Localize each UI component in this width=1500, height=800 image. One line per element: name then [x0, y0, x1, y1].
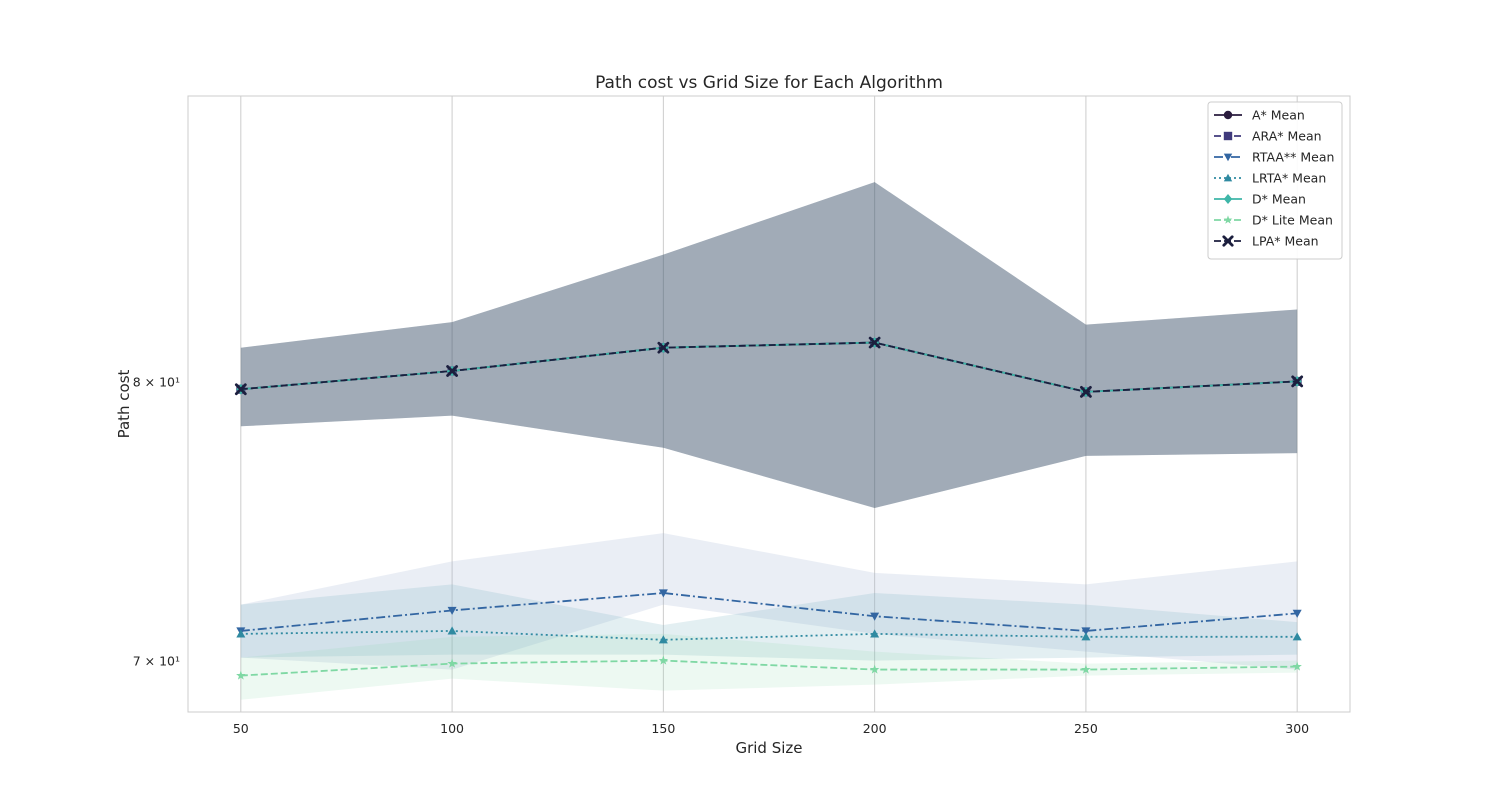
- data-point: [870, 612, 880, 621]
- series-rtaa-mean: [236, 589, 1302, 636]
- data-point: [1292, 609, 1302, 618]
- series-line: [240, 630, 1298, 641]
- confidence-band: [240, 533, 1298, 670]
- series-line: [240, 341, 1298, 393]
- marker-stroke: [234, 383, 247, 396]
- series-line: [240, 592, 1298, 632]
- data-point: [236, 629, 246, 638]
- data-point: [1222, 235, 1234, 247]
- data-point: [1223, 110, 1233, 120]
- data-point: [657, 341, 670, 354]
- series-line: [240, 659, 1298, 677]
- y-tick-label: 7 × 10¹: [133, 654, 180, 669]
- legend: A* Mean ARA* Mean RTAA** Mean LRTA* Mean D* …: [1207, 101, 1343, 260]
- legend-label: D* Mean: [1252, 192, 1306, 207]
- series-lines: [234, 336, 1304, 680]
- x-tick-label: 300: [1285, 721, 1309, 736]
- legend-label: LPA* Mean: [1252, 234, 1319, 249]
- x-tick-label: 200: [863, 721, 887, 736]
- data-point: [1223, 173, 1233, 182]
- legend-item: A* Mean: [1214, 108, 1305, 123]
- data-point: [868, 336, 881, 349]
- legend-item: RTAA** Mean: [1214, 150, 1334, 165]
- data-point: [658, 589, 668, 598]
- data-point: [447, 658, 457, 668]
- x-tick-label: 50: [233, 721, 249, 736]
- marker-stroke: [1080, 385, 1092, 398]
- marker-stroke: [657, 341, 670, 354]
- data-point: [1291, 375, 1304, 388]
- data-point: [1223, 215, 1233, 224]
- legend-item: D* Lite Mean: [1214, 213, 1333, 228]
- data-point: [447, 606, 457, 615]
- x-tick-label: 100: [440, 721, 464, 736]
- legend-label: LRTA* Mean: [1252, 171, 1326, 186]
- plot-frame: [187, 95, 1351, 713]
- marker-stroke: [1291, 375, 1304, 388]
- data-point: [1081, 632, 1091, 641]
- data-point: [234, 383, 247, 396]
- marker-stroke: [1222, 235, 1234, 247]
- data-point: [1223, 131, 1233, 141]
- marker-stroke: [868, 336, 881, 349]
- data-point: [870, 629, 880, 638]
- confidence-band: [240, 584, 1298, 661]
- data-point: [1223, 153, 1233, 162]
- confidence-band: [240, 633, 1298, 700]
- series-d-lite-mean: [236, 655, 1302, 680]
- legend-label: RTAA** Mean: [1252, 150, 1334, 165]
- data-point: [1292, 632, 1302, 641]
- legend-label: A* Mean: [1252, 108, 1305, 123]
- series-lpa-mean: [234, 336, 1304, 398]
- legend-item: LRTA* Mean: [1214, 171, 1326, 186]
- data-point: [869, 664, 880, 674]
- tick-labels: 50 100 150 200 250 300 7 × 10¹ 8 × 10¹: [133, 374, 1309, 736]
- legend-box: [1207, 101, 1343, 260]
- series-lrta-mean: [236, 626, 1302, 644]
- legend-item: LPA* Mean: [1214, 234, 1319, 249]
- data-point: [658, 635, 668, 644]
- data-point: [1080, 385, 1092, 398]
- x-tick-label: 250: [1074, 721, 1098, 736]
- x-tick-label: 150: [651, 721, 675, 736]
- y-axis-label: Path cost: [115, 369, 133, 438]
- chart-title: Path cost vs Grid Size for Each Algorith…: [595, 73, 943, 93]
- data-point: [446, 365, 458, 377]
- plot-area: [188, 96, 1350, 712]
- legend-label: ARA* Mean: [1252, 129, 1322, 144]
- data-point: [1081, 627, 1091, 636]
- x-axis-label: Grid Size: [735, 739, 802, 757]
- y-tick-label: 8 × 10¹: [133, 374, 180, 389]
- marker-stroke: [446, 365, 458, 377]
- data-point: [236, 670, 246, 680]
- legend-label: D* Lite Mean: [1252, 213, 1333, 228]
- legend-item: D* Mean: [1214, 192, 1306, 207]
- data-point: [447, 626, 457, 635]
- data-point: [1081, 664, 1091, 674]
- data-point: [1223, 193, 1233, 205]
- data-point: [658, 655, 669, 665]
- legend-item: ARA* Mean: [1214, 129, 1322, 144]
- data-point: [1292, 661, 1302, 671]
